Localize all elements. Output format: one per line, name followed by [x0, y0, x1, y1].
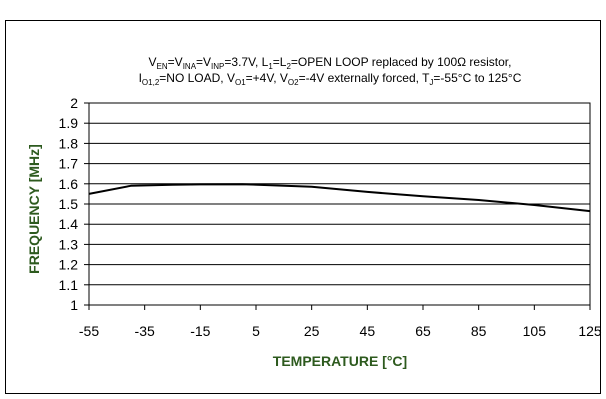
x-tick-label: -55 [79, 323, 99, 339]
x-tick-label: 105 [523, 323, 547, 339]
y-tick-label: 2 [70, 95, 78, 111]
y-tick-label: 1.1 [59, 277, 79, 293]
x-tick-label: 45 [360, 323, 376, 339]
title-text: =NO LOAD, V [159, 71, 235, 85]
title-subscript: O1,2 [141, 78, 160, 87]
x-tick-label: -35 [135, 323, 155, 339]
y-tick-label: 1.7 [59, 156, 79, 172]
title-text: =V [196, 55, 212, 69]
plot-area [88, 102, 591, 306]
title-text: I [138, 71, 142, 85]
x-tick-labels: -55 -35 -15 5 25 45 65 85 105 125 [79, 305, 602, 339]
title-text: =+4V, V [245, 71, 288, 85]
plot-border-rect [88, 102, 591, 306]
title-subscript: O2 [287, 78, 299, 87]
y-tick-label: 1.5 [59, 196, 79, 212]
y-tick-label: 1.2 [59, 257, 79, 273]
title-text: =3.7V, L [224, 55, 269, 69]
title-text: =OPEN LOOP replaced by 100Ω resistor, [290, 55, 512, 69]
title-subscript: O1 [234, 78, 246, 87]
y-tick-label: 1.9 [59, 115, 79, 131]
title-subscript: 1 [268, 62, 273, 71]
x-tick-label: 85 [471, 323, 487, 339]
x-tick-label: 125 [578, 323, 602, 339]
y-axis-label: FREQUENCY [MHz] [26, 144, 42, 274]
title-subscript: INP [211, 62, 225, 71]
title-text: =V [167, 55, 183, 69]
chart-frame [5, 20, 601, 394]
title-subscript: INA [182, 62, 197, 71]
x-axis-label: TEMPERATURE [°C] [273, 353, 407, 369]
title-text: =-55°C to 125°C [433, 71, 522, 85]
y-tick-label: 1.3 [59, 236, 79, 252]
title-subscript: EN [156, 62, 168, 71]
y-tick-label: 1.8 [59, 135, 79, 151]
y-tick-label: 1.6 [59, 176, 79, 192]
title-subscript: 2 [286, 62, 291, 71]
series-layer [88, 183, 591, 213]
y-tick-label: 1.4 [59, 216, 79, 232]
chart-title-line-2: IO1,2=NO LOAD, VO1=+4V, VO2=-4V external… [60, 71, 600, 87]
title-text: V [148, 55, 157, 69]
y-tick-label: 1 [70, 297, 78, 313]
chart-title-line-1: VEN=VINA=VINP=3.7V, L1=L2=OPEN LOOP repl… [60, 55, 600, 71]
x-tick-label: 65 [415, 323, 431, 339]
title-text: =-4V externally forced, T [298, 71, 430, 85]
x-tick-label: 5 [252, 323, 260, 339]
title-text: =L [272, 55, 287, 69]
x-tick-label: -15 [190, 323, 210, 339]
series-line [88, 183, 591, 213]
title-subscript: J [429, 78, 434, 87]
y-tick-labels: 1 1.1 1.2 1.3 1.4 1.5 1.6 1.7 1.8 1.9 2 [59, 95, 79, 313]
x-tick-label: 25 [304, 323, 320, 339]
